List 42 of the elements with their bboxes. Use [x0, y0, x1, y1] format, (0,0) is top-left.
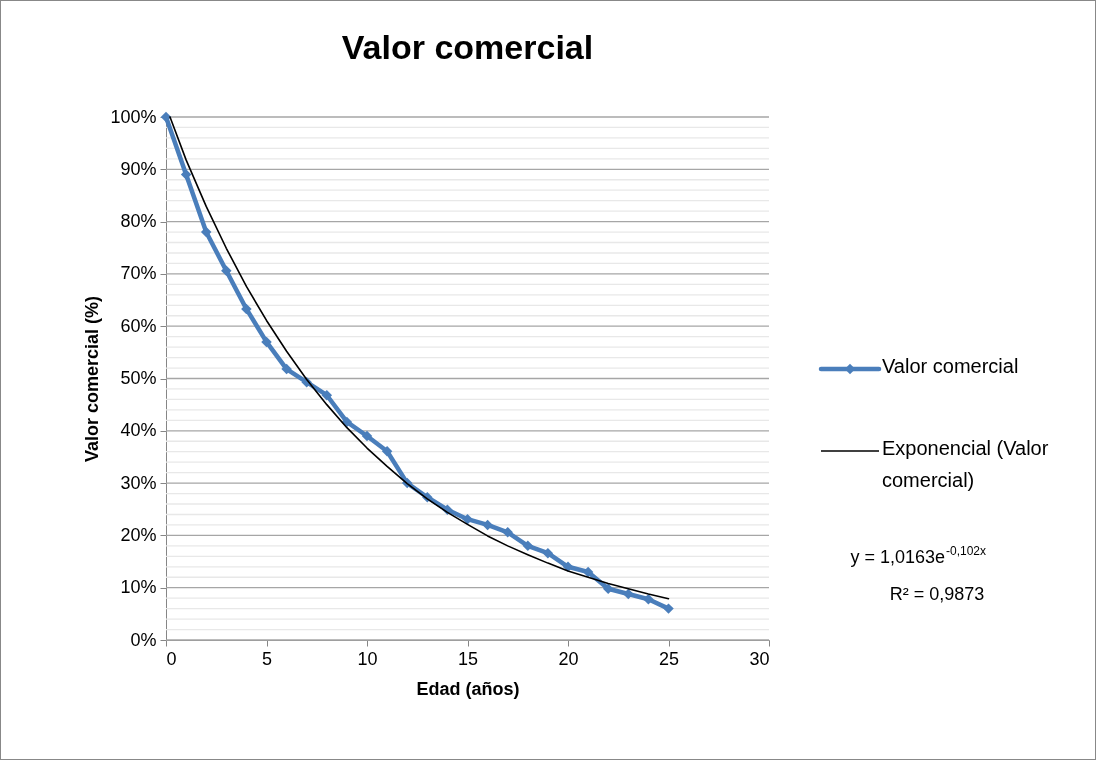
- y-tick-label: 40%: [120, 420, 157, 441]
- chart-title: Valor comercial: [341, 28, 594, 66]
- x-tick-label: 15: [457, 648, 479, 669]
- point: [200, 226, 212, 238]
- x-tick-label: 10: [357, 648, 378, 669]
- point: [261, 336, 272, 348]
- y-tick-label: 50%: [120, 368, 157, 388]
- point: [502, 527, 513, 538]
- point: [341, 416, 353, 428]
- point: [562, 561, 574, 573]
- legend-label: Exponencial (Valor comercial): [882, 437, 1049, 491]
- legend-label: Valor comercial: [882, 355, 1019, 377]
- point: [361, 430, 373, 442]
- y-axis-title: Valor comercial (%): [82, 295, 103, 463]
- point: [542, 547, 554, 559]
- y-tick-label: 70%: [120, 263, 157, 284]
- y-tick-label: 20%: [120, 524, 157, 545]
- point: [241, 303, 252, 315]
- point: [281, 363, 292, 375]
- y-tick-label: 80%: [120, 211, 157, 232]
- x-axis-title: Edad (años): [416, 678, 520, 699]
- text: R² = 0,9873: [889, 584, 985, 604]
- x-tick-label: 30: [749, 648, 770, 669]
- point: [643, 593, 654, 605]
- y-tick-label: 0%: [130, 629, 157, 650]
- point: [321, 389, 333, 401]
- point: [381, 445, 393, 457]
- x-tick-label: 25: [658, 648, 680, 669]
- y-tick-label: 90%: [120, 158, 157, 179]
- point: [221, 265, 232, 277]
- point: [602, 583, 614, 594]
- y-tick-label: 10%: [120, 577, 157, 598]
- x-tick-label: 20: [558, 648, 579, 669]
- point: [482, 519, 493, 531]
- point: [180, 169, 192, 180]
- point: [522, 540, 534, 552]
- y-tick-label: 30%: [120, 472, 157, 493]
- y-tick-label: 60%: [120, 315, 157, 336]
- point: [663, 603, 674, 614]
- x-tick-label: 5: [261, 648, 273, 669]
- x-tick-label: 0: [166, 648, 177, 669]
- y-tick-label: 100%: [110, 106, 157, 127]
